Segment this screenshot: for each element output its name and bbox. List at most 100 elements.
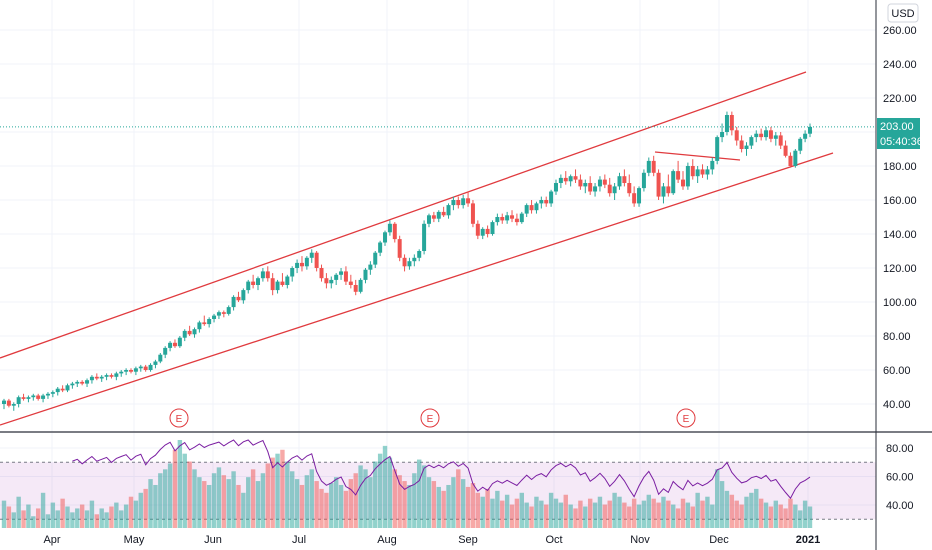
volume-bar <box>387 457 393 528</box>
candle-body <box>236 296 241 301</box>
volume-bar <box>260 473 266 528</box>
candle-body <box>2 400 6 404</box>
volume-bar <box>231 471 236 528</box>
candle-body <box>187 330 192 335</box>
candle <box>45 392 50 399</box>
candle-body <box>177 337 182 347</box>
price-tick-label: 180.00 <box>883 161 917 173</box>
volume-bar <box>16 496 21 528</box>
volume-bar <box>40 492 46 528</box>
candle <box>573 169 578 183</box>
volume-bar <box>807 506 813 528</box>
candle-body <box>466 198 471 204</box>
candle-body <box>31 395 36 398</box>
candle <box>16 395 21 408</box>
candle-body <box>646 160 651 173</box>
current-price-tag: 203.00 05:40:36 <box>877 118 923 149</box>
earnings-marker[interactable]: E <box>420 408 440 428</box>
volume-bar <box>60 498 65 528</box>
candle-body <box>231 296 236 308</box>
volume-bar <box>705 496 710 528</box>
candle <box>671 169 676 195</box>
candle-body <box>334 274 339 280</box>
candle-body <box>510 215 515 219</box>
volume-bar <box>739 504 744 528</box>
volume-bar <box>309 469 314 528</box>
volume-bar <box>226 479 231 528</box>
channel-lower-line[interactable] <box>0 152 834 426</box>
candle <box>720 123 725 143</box>
candle <box>153 359 158 369</box>
channel-upper-line[interactable] <box>0 71 807 359</box>
candle <box>246 279 251 294</box>
candle-body <box>226 307 231 314</box>
candle-body <box>641 172 646 189</box>
candle-body <box>129 370 134 372</box>
candle <box>353 279 358 296</box>
volume-bar <box>583 506 588 528</box>
candle-body <box>500 217 505 221</box>
time-tick-label: Sep <box>458 534 478 546</box>
candle <box>407 257 412 270</box>
candle <box>275 279 280 294</box>
candle <box>607 177 612 197</box>
candle <box>295 259 300 274</box>
candle <box>343 266 348 285</box>
volume-bar <box>744 496 749 528</box>
volume-bar <box>94 514 100 528</box>
trendline-short[interactable] <box>654 151 741 161</box>
candle <box>260 268 265 282</box>
volume-bar <box>802 500 808 528</box>
candle <box>612 183 617 200</box>
earnings-marker[interactable]: E <box>676 408 696 428</box>
candle-body <box>26 397 31 399</box>
candle-body <box>50 392 55 394</box>
candle <box>148 363 153 372</box>
candle-body <box>60 388 65 391</box>
candle-body <box>70 383 75 386</box>
volume-bar <box>763 502 769 528</box>
candle <box>715 135 720 165</box>
volume-bar <box>631 498 637 528</box>
time-tick-label: 2021 <box>796 534 820 546</box>
candle-body <box>695 169 700 177</box>
candle-body <box>182 330 187 338</box>
candle <box>202 315 207 326</box>
price-tick-label: 220.00 <box>883 93 917 105</box>
candle-body <box>676 171 681 180</box>
candle-body <box>602 179 607 185</box>
earnings-marker-label: E <box>683 414 690 425</box>
candle-body <box>588 183 593 192</box>
price-tick-label: 120.00 <box>883 263 917 275</box>
volume-bar <box>568 504 573 528</box>
volume-bar <box>490 498 495 528</box>
candle-body <box>412 257 417 262</box>
candle-body <box>221 312 226 314</box>
volume-bar <box>656 502 661 528</box>
volume-bar <box>509 504 515 528</box>
candle <box>759 128 764 141</box>
candle-body <box>275 281 280 291</box>
volume-bar <box>109 506 114 528</box>
candle <box>588 176 593 195</box>
candle <box>417 249 422 262</box>
volume-bar <box>685 502 691 528</box>
candle-body <box>402 257 407 267</box>
volume-bar <box>143 488 148 528</box>
candle-body <box>788 155 793 166</box>
volume-bar <box>729 494 735 528</box>
candle <box>676 160 681 183</box>
candle-body <box>290 268 295 277</box>
volume-bar <box>544 504 549 528</box>
currency-button[interactable]: USD <box>887 3 919 23</box>
candle-body <box>422 223 427 251</box>
volume-bar <box>167 463 173 528</box>
earnings-marker-label: E <box>176 414 183 425</box>
candle-body <box>583 183 588 187</box>
volume-bar <box>407 484 412 528</box>
earnings-marker[interactable]: E <box>169 408 189 428</box>
volume-bar <box>622 502 627 528</box>
candle-body <box>119 371 124 374</box>
